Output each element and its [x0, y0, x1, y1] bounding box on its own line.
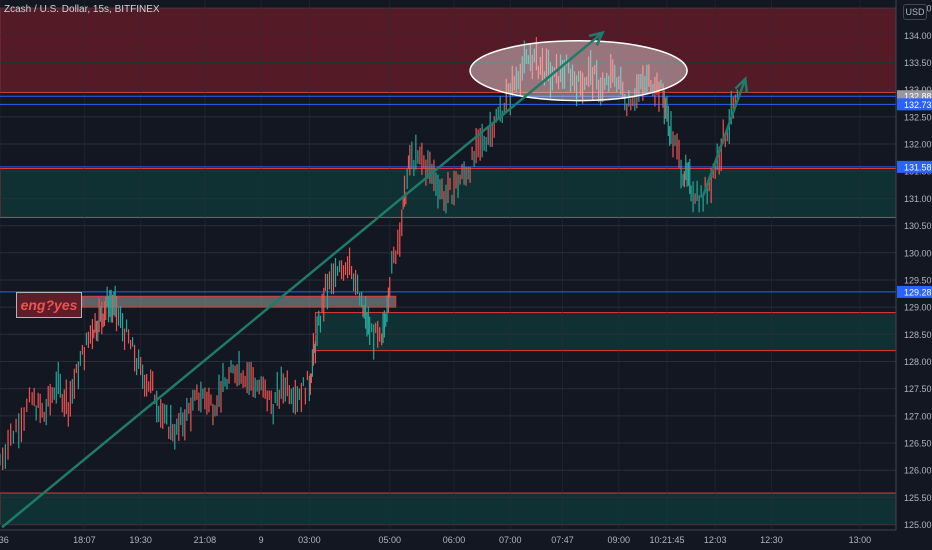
y-tick-label: 130.50 [904, 221, 932, 231]
annotation-label[interactable]: eng?yes [16, 292, 82, 318]
y-tick-label: 129.00 [904, 303, 932, 313]
x-tick-label: 06:00 [443, 535, 466, 545]
price-tag-text: 132.88 [904, 92, 932, 102]
x-tick-label: 21:08 [194, 535, 217, 545]
x-tick-label: 6:36 [0, 535, 9, 545]
trend-arrow-1[interactable] [701, 78, 747, 197]
y-tick-label: 127.50 [904, 384, 932, 394]
y-tick-label: 127.00 [904, 411, 932, 421]
price-tag-text: 129.28 [904, 287, 932, 297]
x-tick-label: 03:00 [298, 535, 321, 545]
highlight-ellipse[interactable] [469, 40, 688, 102]
y-tick-label: 133.00 [904, 85, 932, 95]
y-tick-label: 133.50 [904, 58, 932, 68]
x-tick-label: 05:00 [378, 535, 401, 545]
y-tick-label: 132.50 [904, 112, 932, 122]
currency-selector[interactable]: USD [903, 4, 927, 20]
x-tick-label: 12:30 [760, 535, 783, 545]
y-tick-label: 125.50 [904, 493, 932, 503]
x-tick-label: 19:30 [129, 535, 152, 545]
price-tag-131.58[interactable] [897, 160, 932, 173]
price-tag-132.73[interactable] [897, 98, 932, 111]
price-tag-text: 132.73 [904, 100, 932, 110]
x-tick-label: 07:00 [499, 535, 522, 545]
y-tick-label: 132.00 [904, 140, 932, 150]
y-tick-label: 130.00 [904, 248, 932, 258]
x-tick-label: 12:03 [704, 535, 727, 545]
x-tick-label: 10:21:45 [649, 535, 684, 545]
trend-arrow-head-1 [734, 76, 749, 93]
y-tick-label: 129.50 [904, 275, 932, 285]
support-zone-2[interactable] [314, 312, 897, 352]
trend-arrow-0[interactable] [1, 31, 604, 529]
price-tag-129.28[interactable] [897, 285, 932, 298]
x-tick-label: 18:07 [73, 535, 96, 545]
y-tick-label: 131.00 [904, 194, 932, 204]
x-tick-label: 13:00 [849, 535, 872, 545]
chart-title: Zcash / U.S. Dollar, 15s, BITFINEX [4, 4, 160, 15]
y-tick-label: 128.00 [904, 357, 932, 367]
y-tick-label: 126.00 [904, 466, 932, 476]
y-tick-label: 134.00 [904, 31, 932, 41]
x-tick-label: 9 [259, 535, 264, 545]
y-tick-label: 125.00 [904, 520, 932, 530]
y-tick-label: 128.50 [904, 330, 932, 340]
price-tag-text: 131.58 [904, 162, 932, 172]
x-tick-label: 09:00 [607, 535, 630, 545]
y-tick-label: 126.50 [904, 439, 932, 449]
x-tick-label: 07:47 [551, 535, 574, 545]
trend-arrow-head-0 [588, 30, 605, 46]
range-box[interactable] [81, 295, 397, 308]
time-axis-panel[interactable] [0, 530, 896, 550]
resistance-zone-0[interactable] [0, 7, 897, 93]
